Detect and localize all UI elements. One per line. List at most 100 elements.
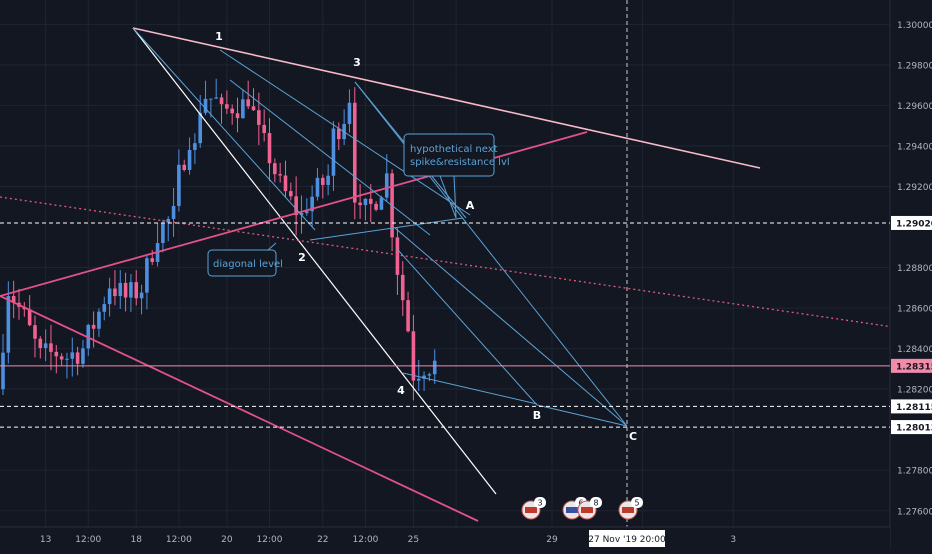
candle-body (49, 343, 53, 352)
candle-body (406, 300, 410, 332)
candle-body (416, 378, 421, 381)
price-tick-label: 1.30000 (897, 21, 932, 31)
price-tick-label: 1.29200 (897, 183, 932, 193)
time-tick-label: 12:00 (257, 535, 283, 545)
trendline-upper-resistance[interactable] (132, 27, 761, 169)
candle-body (267, 133, 272, 164)
wave-label-a: A (466, 199, 475, 212)
callout-hypothetical-spike[interactable] (403, 133, 495, 177)
candle-body (214, 97, 218, 99)
event-count-badge (590, 497, 602, 508)
candle-body (400, 274, 405, 301)
trendline-descending-channel[interactable] (132, 27, 497, 495)
callout-text: hypothetical next (410, 144, 498, 155)
candle-body (310, 196, 314, 212)
price-level-label: 1.28115 (896, 403, 932, 413)
price-tick-label: 1.28800 (897, 264, 932, 274)
time-tick-label: 3 (730, 535, 736, 545)
wave-label-2: 2 (298, 251, 306, 264)
candle-body (384, 173, 389, 198)
candle-body (219, 97, 224, 105)
wave-label-3: 3 (353, 56, 361, 69)
candle-body (118, 282, 123, 297)
wave-label-1: 1 (215, 30, 223, 43)
candle-body (198, 112, 203, 144)
projection-line[interactable] (309, 217, 464, 241)
candle-body (363, 198, 368, 206)
projection-line[interactable] (219, 49, 471, 216)
candle-body (139, 292, 144, 299)
candle-body (257, 110, 261, 125)
projection-line[interactable] (229, 79, 431, 236)
time-tick-label: 13 (40, 535, 51, 545)
price-axis[interactable] (890, 0, 932, 550)
candle-body (321, 177, 325, 185)
candle-body (6, 296, 11, 353)
candle-body (27, 309, 32, 326)
candle-body (107, 288, 112, 305)
projection-line[interactable] (536, 404, 628, 427)
candle-body (283, 175, 288, 192)
callout-diagonal-level[interactable] (207, 249, 277, 277)
time-tick-label: 12:00 (166, 535, 192, 545)
candle-body (278, 174, 282, 176)
candle-body (54, 351, 59, 357)
candle-body (315, 177, 320, 197)
candle-body (294, 196, 298, 216)
projection-line[interactable] (402, 372, 538, 405)
event-flag-stripe (525, 507, 537, 513)
time-axis[interactable] (0, 527, 890, 550)
price-tick-label: 1.29400 (897, 142, 932, 152)
candle-body (422, 375, 426, 379)
candle-body (411, 331, 416, 381)
candle-body (166, 218, 171, 223)
callout-pointer (267, 242, 277, 251)
time-tick-label: 22 (317, 535, 328, 545)
price-level-badge (891, 215, 932, 230)
price-tick-label: 1.28200 (897, 386, 932, 396)
candle-body (427, 374, 432, 376)
price-level-label: 1.28013 (896, 424, 932, 434)
candle-body (331, 128, 336, 176)
wave-label-b: B (533, 409, 541, 422)
candle-body (38, 338, 43, 349)
candle-body (395, 237, 400, 275)
candle-body (273, 163, 277, 175)
callout-text: spike&resistance lvl (410, 157, 510, 168)
event-flag-stripe (622, 507, 634, 513)
trendline-lower-support[interactable] (0, 295, 479, 522)
trendline-dotted-diagonal[interactable] (0, 196, 894, 328)
candle-body (75, 352, 80, 364)
projection-line[interactable] (354, 81, 628, 427)
candle-body (352, 102, 357, 203)
price-level-badge (891, 399, 932, 414)
candle-body (91, 324, 96, 329)
candle-body (102, 304, 107, 312)
event-flag-stripe (566, 507, 578, 513)
candle-body (326, 175, 330, 185)
price-tick-label: 1.28400 (897, 345, 932, 355)
candle-body (1, 352, 5, 390)
candle-body (150, 258, 155, 262)
projection-line[interactable] (394, 227, 628, 427)
crosshair-time-label: 27 Nov '19 20:00 (588, 535, 666, 545)
projection-line[interactable] (132, 27, 316, 231)
candle-body (193, 143, 197, 150)
candle-body (374, 203, 378, 210)
candle-body (246, 99, 250, 107)
candle-body (33, 325, 37, 339)
wave-label-c: C (629, 430, 637, 443)
candle-body (336, 128, 341, 140)
callout-pointer (439, 175, 457, 219)
price-tick-label: 1.29800 (897, 61, 932, 71)
candle-body (177, 164, 181, 206)
projection-line[interactable] (397, 249, 538, 406)
candle-body (171, 205, 176, 219)
candle-body (368, 198, 373, 204)
time-tick-label: 18 (131, 535, 143, 545)
candle-body (241, 99, 245, 119)
candle-body (97, 311, 101, 329)
candle-body (134, 282, 139, 299)
